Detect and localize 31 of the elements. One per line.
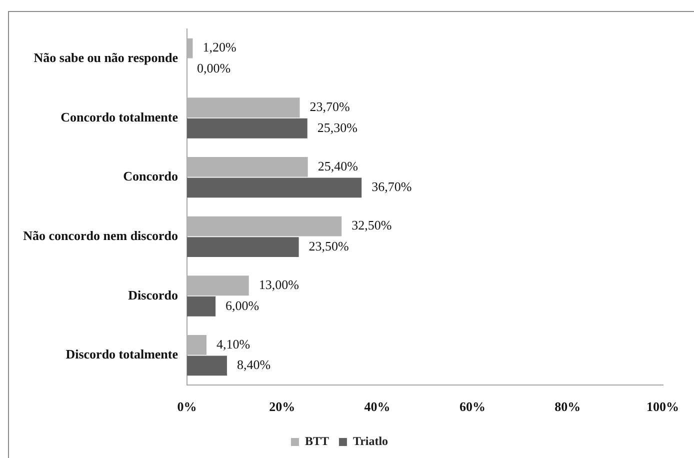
x-tick-label: 80% — [554, 399, 581, 414]
bar — [187, 356, 227, 376]
y-tick-label: Concordo — [123, 168, 178, 184]
data-label: 25,40% — [318, 158, 358, 174]
bar — [187, 118, 308, 138]
data-label: 32,50% — [352, 218, 392, 233]
data-label: 0,00% — [197, 60, 231, 76]
data-label: 25,30% — [317, 120, 358, 135]
data-label: 13,00% — [258, 277, 300, 292]
y-tick-label: Concordo totalmente — [60, 109, 178, 124]
y-tick-label: Discordo totalmente — [66, 346, 178, 362]
y-tick-label: Não concordo nem discordo — [23, 228, 178, 244]
x-tick-label: 40% — [364, 399, 390, 414]
x-tick-label: 60% — [459, 399, 486, 414]
data-label: 36,70% — [372, 179, 412, 194]
legend-label: Triatlo — [352, 434, 388, 448]
x-tick-label: 100% — [646, 399, 679, 414]
y-tick-label: Não sabe ou não responde — [34, 50, 178, 66]
y-tick-label: Discordo — [128, 287, 178, 302]
data-label: 4,10% — [216, 336, 250, 352]
x-tick-label: 20% — [269, 399, 296, 414]
bar — [187, 178, 362, 198]
bar — [187, 237, 299, 258]
legend-label: BTT — [304, 434, 329, 448]
data-label: 23,50% — [308, 238, 350, 254]
data-label: 8,40% — [236, 357, 271, 372]
data-label: 23,70% — [310, 99, 350, 114]
data-label: 6,00% — [226, 298, 260, 313]
data-label: 1,20% — [202, 40, 236, 55]
bar — [187, 296, 216, 316]
x-tick-label: 0% — [177, 399, 197, 414]
